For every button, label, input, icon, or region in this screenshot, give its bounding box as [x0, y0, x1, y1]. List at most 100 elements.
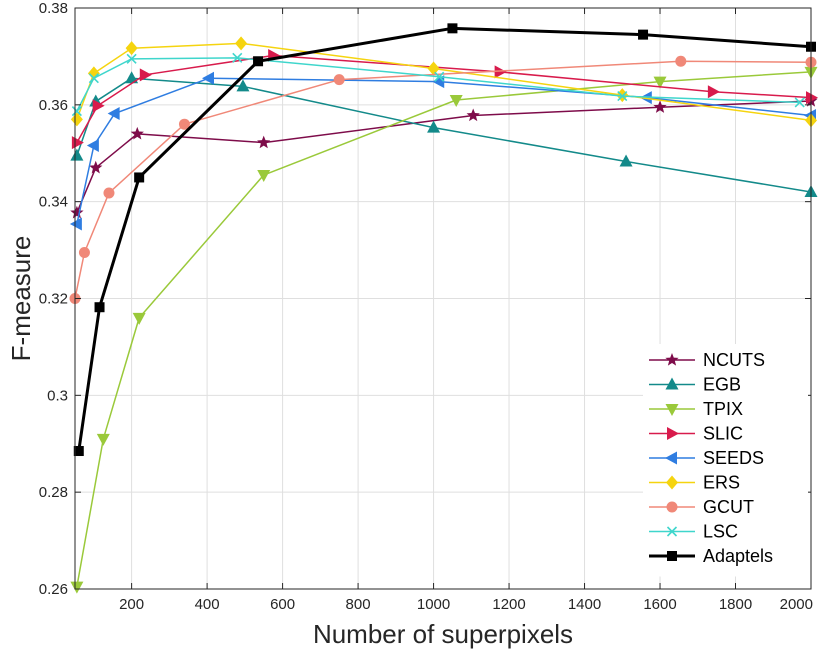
series-lsc — [71, 52, 805, 117]
data-point-triangle-left — [107, 107, 120, 121]
data-point-square — [134, 172, 145, 183]
data-point-x — [666, 526, 678, 537]
data-point-triangle-right — [494, 65, 507, 79]
x-tick-label: 1400 — [568, 596, 601, 613]
y-tick-label: 0.3 — [47, 387, 68, 404]
legend-entry-tpix: TPIX — [649, 399, 743, 419]
y-tick-label: 0.32 — [39, 291, 68, 308]
data-point-triangle-up — [427, 120, 441, 133]
y-tick-label: 0.36 — [39, 97, 68, 114]
data-point-triangle-left — [69, 217, 82, 231]
y-axis-title: F-measure — [6, 236, 36, 362]
data-point-triangle-right — [139, 68, 152, 82]
legend-entry-egb: EGB — [649, 375, 741, 395]
data-point-triangle-up — [619, 154, 633, 167]
data-point-square — [447, 23, 458, 34]
data-point-triangle-down — [70, 581, 84, 594]
legend-entry-ncuts: NCUTS — [649, 350, 765, 370]
legend-label: TPIX — [703, 399, 743, 419]
legend: NCUTS EGB TPIX SLIC SEEDS ERS GCUT LSC Adaptels — [643, 344, 808, 577]
y-tick-label: 0.38 — [39, 0, 68, 17]
legend-label: SLIC — [703, 424, 743, 444]
data-point-circle — [675, 55, 687, 67]
data-point-diamond — [666, 475, 678, 490]
legend-entry-gcut: GCUT — [649, 497, 754, 517]
legend-label: GCUT — [703, 497, 754, 517]
data-point-triangle-right — [707, 85, 720, 99]
data-point-circle — [103, 187, 115, 199]
x-axis-title: Number of superpixels — [313, 619, 573, 649]
x-tick-label: 1800 — [719, 596, 752, 613]
data-point-triangle-down — [653, 76, 667, 89]
data-point-triangle-down — [257, 170, 271, 183]
data-point-star — [130, 126, 144, 140]
data-point-star — [89, 160, 103, 174]
legend-label: Adaptels — [703, 546, 773, 566]
x-tick-label: 2000 — [780, 596, 813, 613]
data-point-diamond — [125, 41, 138, 56]
data-point-triangle-left — [201, 71, 214, 85]
data-point-diamond — [427, 61, 440, 76]
data-point-square — [73, 446, 84, 457]
x-tick-label: 400 — [195, 596, 220, 613]
data-point-x — [88, 73, 99, 84]
x-tick-label: 600 — [270, 596, 295, 613]
x-tick-label: 1600 — [643, 596, 676, 613]
data-point-circle — [333, 74, 345, 86]
data-point-triangle-right — [806, 91, 818, 105]
data-point-triangle-up — [665, 377, 679, 390]
y-tick-label: 0.26 — [39, 581, 68, 598]
legend-entry-seeds: SEEDS — [649, 448, 764, 468]
data-point-triangle-down — [132, 312, 146, 325]
series-tpix — [70, 66, 818, 594]
data-point-triangle-down — [665, 404, 679, 416]
data-point-square — [667, 551, 677, 561]
x-tick-label: 200 — [119, 596, 144, 613]
legend-label: NCUTS — [703, 350, 765, 370]
data-point-x — [794, 97, 805, 108]
data-point-diamond — [235, 36, 248, 51]
y-tick-label: 0.28 — [39, 484, 68, 501]
data-point-square — [94, 302, 105, 313]
data-point-triangle-down — [96, 433, 110, 446]
x-tick-label: 1000 — [417, 596, 450, 613]
data-point-triangle-right — [667, 427, 679, 440]
data-point-x — [232, 52, 243, 63]
data-point-triangle-down — [449, 94, 463, 107]
axes: 200 400 600 800 1000 1200 1400 1600 1800 2000 0.26… — [6, 0, 813, 649]
data-point-x — [126, 53, 137, 64]
data-point-diamond — [70, 112, 83, 127]
data-point-star — [257, 135, 271, 149]
legend-entry-lsc: LSC — [649, 522, 738, 542]
data-point-triangle-up — [70, 148, 84, 161]
data-point-square — [253, 56, 264, 67]
data-point-circle — [78, 247, 90, 259]
data-point-circle — [178, 118, 190, 130]
data-point-x — [71, 106, 82, 117]
data-point-triangle-up — [236, 79, 250, 92]
data-point-triangle-right — [92, 99, 105, 113]
legend-label: EGB — [703, 375, 741, 395]
data-point-x — [434, 71, 445, 82]
x-tick-label: 1200 — [492, 596, 525, 613]
legend-entry-adaptels: Adaptels — [649, 546, 773, 566]
x-tick-label: 800 — [346, 596, 371, 613]
data-point-triangle-left — [665, 451, 677, 465]
data-point-star — [665, 353, 679, 366]
data-point-square — [638, 29, 649, 40]
legend-entry-slic: SLIC — [649, 424, 743, 444]
legend-label: ERS — [703, 473, 740, 493]
data-point-star — [466, 108, 480, 122]
data-point-triangle-left — [86, 139, 99, 153]
data-point-star — [653, 100, 667, 113]
legend-label: LSC — [703, 522, 738, 542]
series-lines — [69, 23, 818, 594]
y-tick-label: 0.34 — [39, 194, 68, 211]
legend-label: SEEDS — [703, 448, 764, 468]
data-point-x — [617, 91, 628, 102]
data-point-triangle-up — [125, 71, 139, 84]
legend-entry-ers: ERS — [649, 473, 740, 493]
data-point-star — [70, 205, 84, 219]
